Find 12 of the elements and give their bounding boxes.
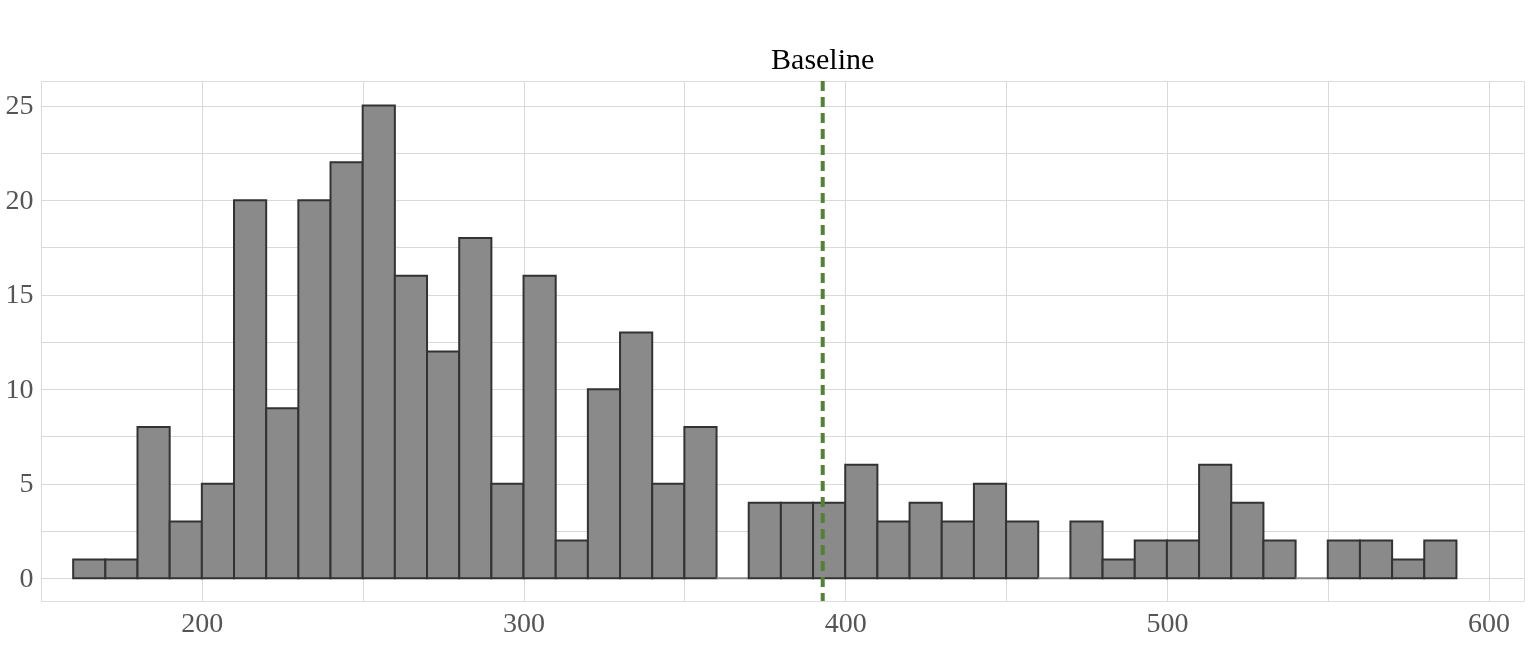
y-tick-label: 10 (5, 372, 34, 404)
x-tick-label: 400 (824, 606, 867, 638)
y-tick-label: 0 (19, 561, 34, 593)
ref-line-label: Baseline (771, 42, 875, 75)
x-tick-label: 200 (181, 606, 224, 638)
y-tick-label: 15 (5, 278, 34, 310)
x-tick-label: 500 (1146, 606, 1189, 638)
y-tick-label: 20 (5, 183, 34, 215)
y-tick-label: 25 (5, 89, 34, 121)
x-tick-label: 300 (503, 606, 546, 638)
y-tick-label: 5 (19, 467, 34, 499)
x-tick-label: 600 (1468, 606, 1511, 638)
